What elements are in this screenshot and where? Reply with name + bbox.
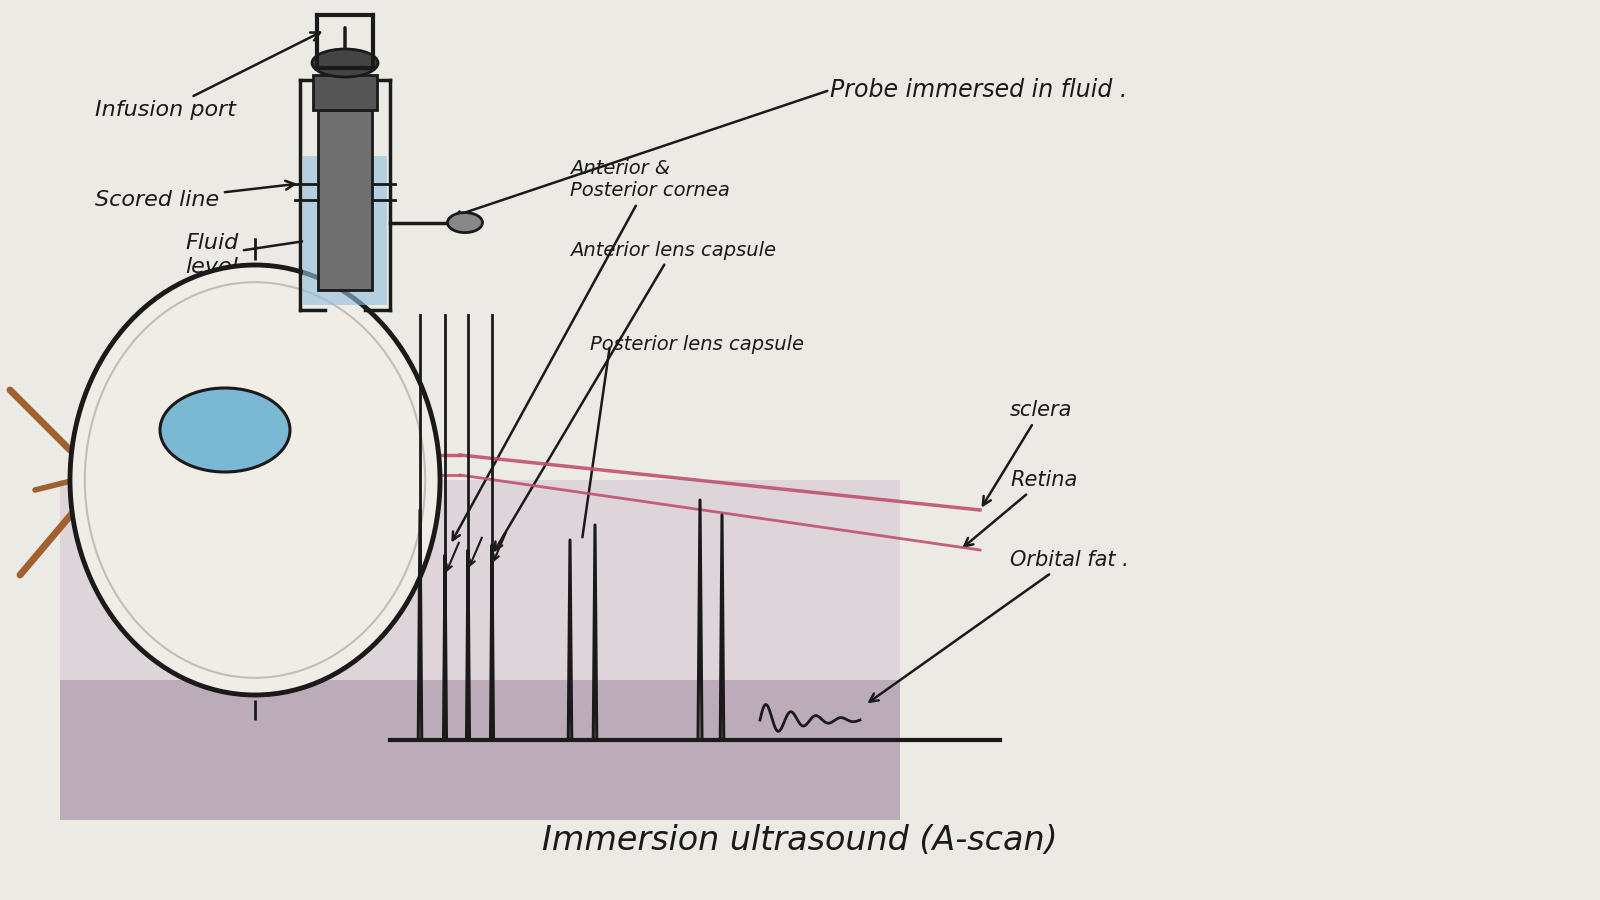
Ellipse shape: [160, 388, 290, 472]
Text: Anterior &
Posterior cornea: Anterior & Posterior cornea: [453, 159, 730, 540]
Text: Anterior lens capsule: Anterior lens capsule: [494, 240, 776, 550]
Polygon shape: [61, 680, 899, 820]
Text: Posterior lens capsule: Posterior lens capsule: [590, 336, 805, 355]
FancyBboxPatch shape: [318, 110, 371, 290]
Text: Immersion ultrasound (A-scan): Immersion ultrasound (A-scan): [542, 824, 1058, 857]
Text: Retina: Retina: [965, 470, 1077, 546]
FancyBboxPatch shape: [302, 156, 387, 305]
Ellipse shape: [70, 265, 440, 695]
Ellipse shape: [448, 212, 483, 232]
Text: Infusion port: Infusion port: [94, 32, 320, 120]
Text: Probe immersed in fluid .: Probe immersed in fluid .: [830, 78, 1128, 102]
Text: Orbital fat .: Orbital fat .: [869, 550, 1128, 702]
Ellipse shape: [312, 49, 378, 77]
Text: Fluid
level: Fluid level: [186, 233, 302, 276]
Polygon shape: [61, 480, 899, 820]
FancyBboxPatch shape: [314, 75, 378, 110]
Text: Scored line: Scored line: [94, 181, 294, 210]
Text: sclera: sclera: [982, 400, 1072, 505]
